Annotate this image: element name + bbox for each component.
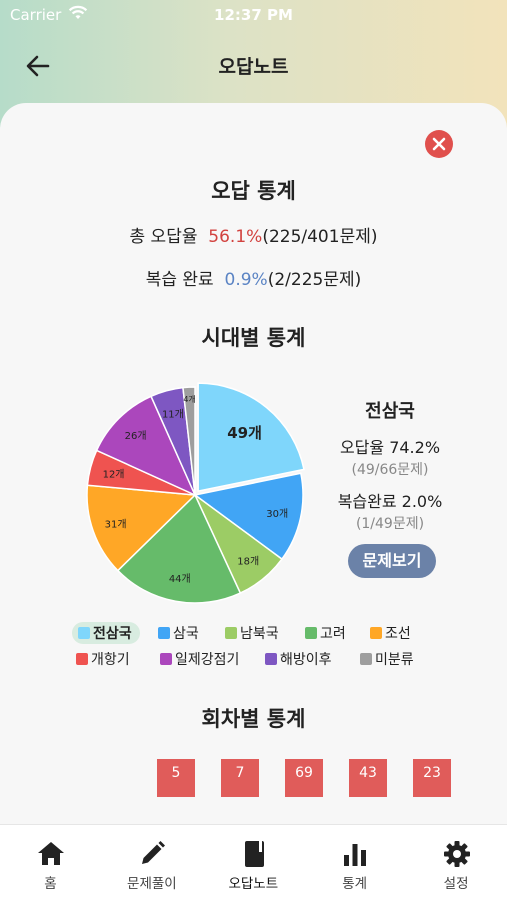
tab-label: 홈	[44, 876, 57, 892]
selected-era-review-detail: (1/49문제)	[355, 516, 425, 532]
back-arrow-icon[interactable]	[22, 50, 54, 82]
legend-label: 해방이후	[280, 652, 332, 668]
pie-slice-label-2: 18개	[237, 555, 259, 567]
pie-slice-label-4: 31개	[105, 518, 127, 530]
legend-item[interactable]: 남북국	[225, 622, 279, 644]
tab-label: 오답노트	[228, 876, 279, 892]
view-questions-button[interactable]: 문제보기	[348, 544, 436, 578]
pie-slice-label-1: 30개	[266, 508, 288, 520]
wifi-icon	[68, 5, 88, 19]
close-icon	[432, 137, 446, 151]
round-stat-box[interactable]: 5	[157, 759, 195, 797]
pie-slice-label-7: 11개	[162, 409, 184, 421]
legend-swatch	[76, 653, 88, 665]
wrong-rate-label: 총 오답율	[129, 227, 198, 247]
pie-slice-label-0: 49개	[227, 424, 262, 442]
wrong-rate-detail: (225/401문제)	[262, 227, 378, 247]
era-heading: 시대별 통계	[201, 326, 306, 350]
nav-header: 오답노트	[0, 40, 507, 90]
pie-slice-0[interactable]	[197, 382, 305, 493]
selected-era-wrong-rate: 오답율 74.2%	[339, 438, 441, 457]
selected-era-wrong-detail: (49/66문제)	[351, 462, 429, 478]
era-pie-chart[interactable]: 49개 30개 18개 44개 31개 12개 26개 11개 4개	[80, 370, 320, 610]
status-bar: Carrier 12:37 PM	[0, 0, 507, 30]
clock: 12:37 PM	[214, 6, 293, 24]
tab-item[interactable]: 통계	[304, 825, 405, 900]
legend-item[interactable]: 전삼국	[72, 622, 140, 644]
tab-item[interactable]: 설정	[406, 825, 507, 900]
close-button[interactable]	[425, 130, 453, 158]
legend-label: 일제강점기	[175, 652, 240, 668]
legend-label: 남북국	[240, 626, 279, 642]
pie-slice-3[interactable]	[116, 493, 242, 604]
selected-era-review-rate: 복습완료 2.0%	[337, 492, 443, 511]
legend-item[interactable]: 삼국	[158, 622, 199, 644]
legend-swatch	[305, 627, 317, 639]
tab-item[interactable]: 오답노트	[203, 825, 304, 900]
round-stat-box[interactable]: 23	[413, 759, 451, 797]
bar-chart-icon	[344, 844, 367, 866]
legend-swatch	[370, 627, 382, 639]
pie-slice-1[interactable]	[193, 472, 304, 561]
tab-label: 통계	[342, 876, 368, 892]
legend-swatch	[158, 627, 170, 639]
review-rate-line: 복습 완료 0.9%(2/225문제)	[0, 265, 507, 290]
gear-icon	[443, 841, 470, 867]
legend-item[interactable]: 개항기	[76, 648, 130, 670]
selected-era-name: 전삼국	[365, 401, 415, 422]
legend-item[interactable]: 해방이후	[265, 648, 332, 670]
legend-label: 개항기	[91, 652, 130, 668]
legend-item[interactable]: 미분류	[360, 648, 414, 670]
legend-swatch	[225, 627, 237, 639]
notebook-icon	[244, 841, 264, 867]
legend-item[interactable]: 조선	[370, 622, 411, 644]
wrong-rate-line: 총 오답율 56.1%(225/401문제)	[0, 222, 507, 247]
pie-slice-label-5: 12개	[103, 468, 125, 480]
round-heading: 회차별 통계	[201, 707, 306, 731]
stats-heading: 오답 통계	[211, 179, 296, 203]
round-stat-box[interactable]: 7	[221, 759, 259, 797]
page-title: 오답노트	[218, 56, 289, 78]
review-rate-label: 복습 완료	[145, 270, 214, 290]
round-stat-box[interactable]: 69	[285, 759, 323, 797]
legend-item[interactable]: 일제강점기	[160, 648, 239, 670]
legend-item[interactable]: 고려	[305, 622, 346, 644]
home-icon	[38, 842, 64, 865]
legend-label: 조선	[385, 626, 411, 642]
tab-item[interactable]: 홈	[0, 825, 101, 900]
pie-slice-4[interactable]	[86, 484, 197, 572]
pencil-icon	[142, 841, 166, 864]
legend-swatch	[265, 653, 277, 665]
carrier-label: Carrier	[10, 6, 62, 24]
tab-bar: 홈 문제풀이 오답노트 통계 설정	[0, 824, 507, 900]
tab-item[interactable]: 문제풀이	[101, 825, 202, 900]
legend-swatch	[360, 653, 372, 665]
legend-swatch	[160, 653, 172, 665]
round-stat-box[interactable]: 43	[349, 759, 387, 797]
pie-slice-label-8: 4개	[183, 394, 195, 404]
legend-swatch	[78, 627, 90, 639]
legend-label: 미분류	[375, 652, 414, 668]
pie-slice-8[interactable]	[182, 386, 196, 496]
pie-slice-6[interactable]	[95, 395, 197, 497]
review-rate-detail: (2/225문제)	[267, 270, 362, 290]
pie-slice-label-6: 26개	[125, 430, 147, 442]
review-rate-value: 0.9%	[224, 270, 268, 290]
legend-label: 삼국	[173, 626, 199, 642]
legend-label: 전삼국	[93, 626, 132, 642]
legend-label: 고려	[320, 626, 346, 642]
wrong-rate-value: 56.1%	[208, 227, 263, 247]
tab-label: 문제풀이	[127, 876, 177, 892]
tab-label: 설정	[443, 876, 469, 892]
pie-slice-label-3: 44개	[169, 573, 191, 585]
